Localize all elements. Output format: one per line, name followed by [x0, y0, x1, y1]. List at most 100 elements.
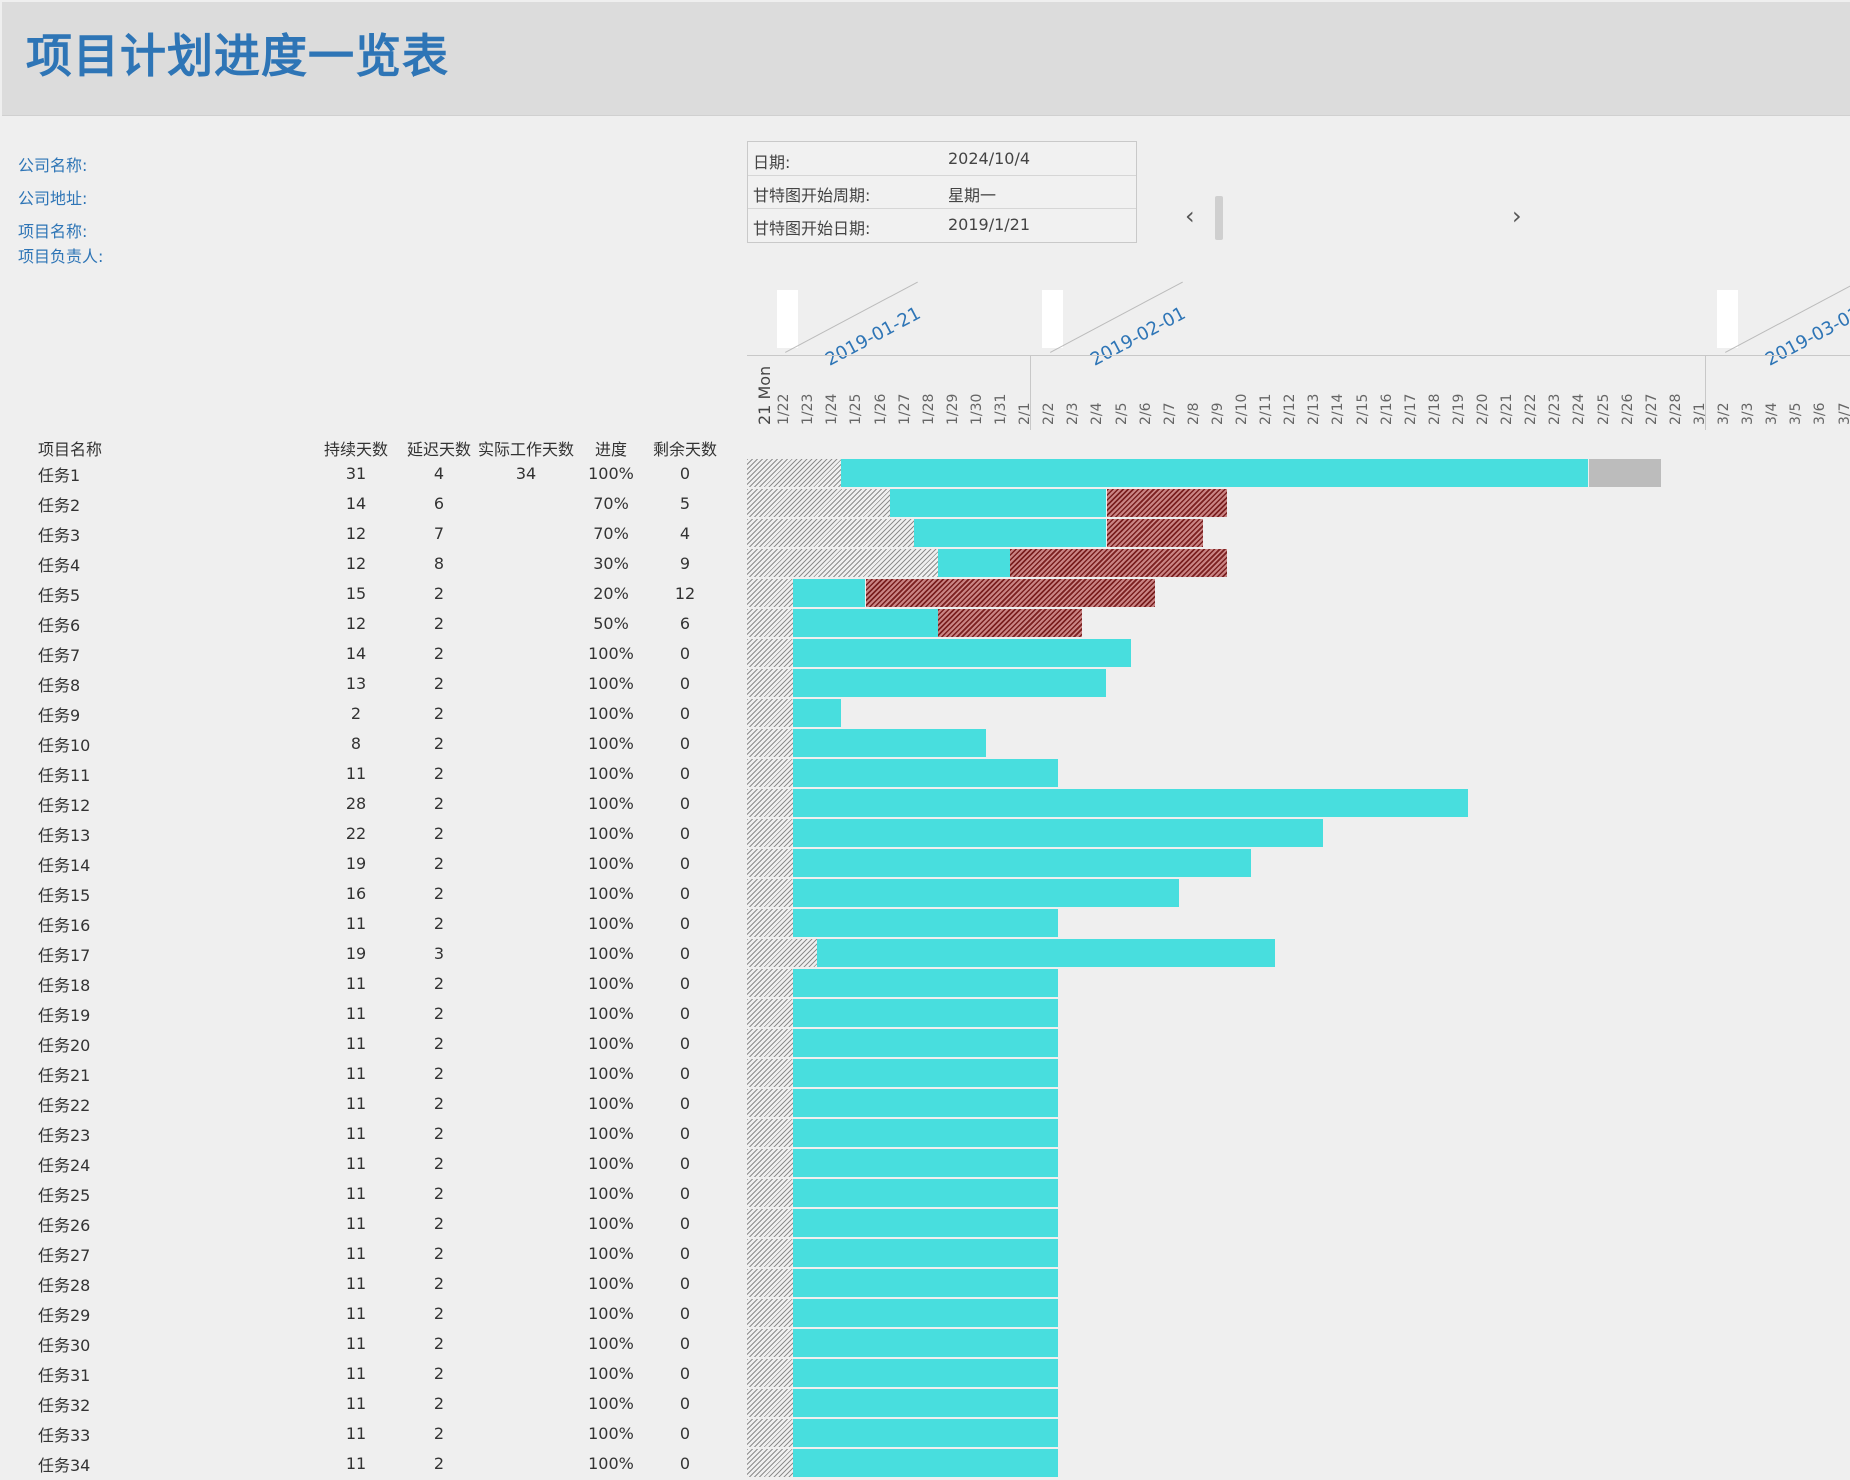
gantt-progress-bar[interactable]	[793, 1149, 1059, 1177]
date-label: 1/25	[848, 393, 865, 425]
gantt-delay-bar	[747, 1239, 794, 1267]
gantt-progress-bar[interactable]	[793, 909, 1059, 937]
gantt-progress-bar[interactable]	[793, 1419, 1059, 1447]
date-label: 1/27	[896, 393, 913, 425]
gantt-progress-bar[interactable]	[817, 939, 1276, 967]
week-start-value[interactable]: 星期一	[948, 186, 997, 205]
gantt-delay-bar	[747, 879, 794, 907]
task-progress-cell: 100%	[588, 674, 634, 693]
month-marker	[777, 290, 798, 348]
task-row[interactable]: 任务27 11 2 100% 0	[0, 1240, 747, 1270]
task-row[interactable]: 任务15 16 2 100% 0	[0, 880, 747, 910]
company-name-label: 公司名称:	[18, 156, 88, 175]
gantt-progress-bar[interactable]	[793, 849, 1252, 877]
task-row[interactable]: 任务26 11 2 100% 0	[0, 1210, 747, 1240]
task-row[interactable]: 任务11 11 2 100% 0	[0, 760, 747, 790]
gantt-progress-bar[interactable]	[841, 459, 1589, 487]
task-row[interactable]: 任务5 15 2 20% 12	[0, 580, 747, 610]
gantt-progress-bar[interactable]	[793, 1389, 1059, 1417]
gantt-progress-bar[interactable]	[793, 1059, 1059, 1087]
gantt-progress-bar[interactable]	[793, 639, 1131, 667]
task-row[interactable]: 任务34 11 2 100% 0	[0, 1450, 747, 1480]
task-row[interactable]: 任务10 8 2 100% 0	[0, 730, 747, 760]
timeline-scroll-thumb[interactable]	[1215, 196, 1223, 240]
gantt-progress-bar[interactable]	[793, 609, 938, 637]
task-row[interactable]: 任务31 11 2 100% 0	[0, 1360, 747, 1390]
task-row[interactable]: 任务20 11 2 100% 0	[0, 1030, 747, 1060]
gantt-progress-bar[interactable]	[793, 1179, 1059, 1207]
gantt-remaining-bar[interactable]	[1010, 549, 1227, 577]
gantt-progress-bar[interactable]	[793, 999, 1059, 1027]
task-delay-cell: 2	[433, 884, 445, 903]
task-row[interactable]: 任务17 19 3 100% 0	[0, 940, 747, 970]
gantt-progress-bar[interactable]	[793, 1029, 1059, 1057]
task-row[interactable]: 任务2 14 6 70% 5	[0, 490, 747, 520]
task-row[interactable]: 任务4 12 8 30% 9	[0, 550, 747, 580]
date-label: 2/11	[1258, 393, 1275, 425]
scroll-left-arrow[interactable]: ‹	[1185, 202, 1195, 230]
task-progress-cell: 100%	[588, 1004, 634, 1023]
gantt-progress-bar[interactable]	[889, 489, 1107, 517]
task-row[interactable]: 任务19 11 2 100% 0	[0, 1000, 747, 1030]
task-row[interactable]: 任务33 11 2 100% 0	[0, 1420, 747, 1450]
date-value[interactable]: 2024/10/4	[948, 149, 1031, 168]
task-row[interactable]: 任务24 11 2 100% 0	[0, 1150, 747, 1180]
gantt-progress-bar[interactable]	[793, 1269, 1059, 1297]
gantt-progress-bar[interactable]	[913, 519, 1107, 547]
start-date-value[interactable]: 2019/1/21	[948, 215, 1031, 234]
task-row[interactable]: 任务18 11 2 100% 0	[0, 970, 747, 1000]
col-header-delay: 延迟天数	[406, 440, 471, 459]
task-delay-cell: 2	[433, 1094, 445, 1113]
task-row[interactable]: 任务13 22 2 100% 0	[0, 820, 747, 850]
task-delay-cell: 8	[433, 554, 445, 573]
gantt-progress-bar[interactable]	[793, 1299, 1059, 1327]
task-name-cell: 任务24	[38, 1156, 91, 1175]
gantt-progress-bar[interactable]	[793, 729, 986, 757]
gantt-progress-bar[interactable]	[793, 699, 842, 727]
task-row[interactable]: 任务22 11 2 100% 0	[0, 1090, 747, 1120]
gantt-progress-bar[interactable]	[793, 1449, 1059, 1477]
task-row[interactable]: 任务8 13 2 100% 0	[0, 670, 747, 700]
task-duration-cell: 31	[345, 464, 367, 483]
gantt-progress-bar[interactable]	[793, 789, 1468, 817]
task-row[interactable]: 任务9 2 2 100% 0	[0, 700, 747, 730]
gantt-progress-bar[interactable]	[793, 819, 1324, 847]
gantt-progress-bar[interactable]	[793, 759, 1059, 787]
gantt-progress-bar[interactable]	[793, 1239, 1059, 1267]
gantt-progress-bar[interactable]	[793, 1209, 1059, 1237]
page-title: 项目计划进度一览表	[26, 29, 449, 83]
gantt-remaining-bar[interactable]	[865, 579, 1155, 607]
scroll-right-arrow[interactable]: ›	[1512, 202, 1522, 230]
gantt-progress-bar[interactable]	[793, 1359, 1059, 1387]
task-row[interactable]: 任务30 11 2 100% 0	[0, 1330, 747, 1360]
task-row[interactable]: 任务23 11 2 100% 0	[0, 1120, 747, 1150]
task-row[interactable]: 任务25 11 2 100% 0	[0, 1180, 747, 1210]
gantt-remaining-bar[interactable]	[1106, 489, 1227, 517]
task-row[interactable]: 任务29 11 2 100% 0	[0, 1300, 747, 1330]
gantt-progress-bar[interactable]	[793, 969, 1059, 997]
task-duration-cell: 11	[345, 764, 367, 783]
task-row[interactable]: 任务6 12 2 50% 6	[0, 610, 747, 640]
gantt-progress-bar[interactable]	[793, 579, 866, 607]
task-row[interactable]: 任务1 31 4 34 100% 0	[0, 460, 747, 490]
task-row[interactable]: 任务3 12 7 70% 4	[0, 520, 747, 550]
task-row[interactable]: 任务21 11 2 100% 0	[0, 1060, 747, 1090]
gantt-progress-bar[interactable]	[793, 1119, 1059, 1147]
gantt-progress-bar[interactable]	[793, 1089, 1059, 1117]
task-row[interactable]: 任务14 19 2 100% 0	[0, 850, 747, 880]
task-row[interactable]: 任务7 14 2 100% 0	[0, 640, 747, 670]
task-row[interactable]: 任务32 11 2 100% 0	[0, 1390, 747, 1420]
gantt-overrun-bar[interactable]	[1588, 459, 1661, 487]
gantt-progress-bar[interactable]	[937, 549, 1011, 577]
task-row[interactable]: 任务12 28 2 100% 0	[0, 790, 747, 820]
task-progress-cell: 100%	[588, 944, 634, 963]
gantt-progress-bar[interactable]	[793, 1329, 1059, 1357]
task-delay-cell: 2	[433, 704, 445, 723]
task-row[interactable]: 任务16 11 2 100% 0	[0, 910, 747, 940]
gantt-remaining-bar[interactable]	[937, 609, 1083, 637]
gantt-progress-bar[interactable]	[793, 879, 1179, 907]
gantt-progress-bar[interactable]	[793, 669, 1107, 697]
task-row[interactable]: 任务28 11 2 100% 0	[0, 1270, 747, 1300]
task-progress-cell: 100%	[588, 914, 634, 933]
gantt-remaining-bar[interactable]	[1106, 519, 1203, 547]
